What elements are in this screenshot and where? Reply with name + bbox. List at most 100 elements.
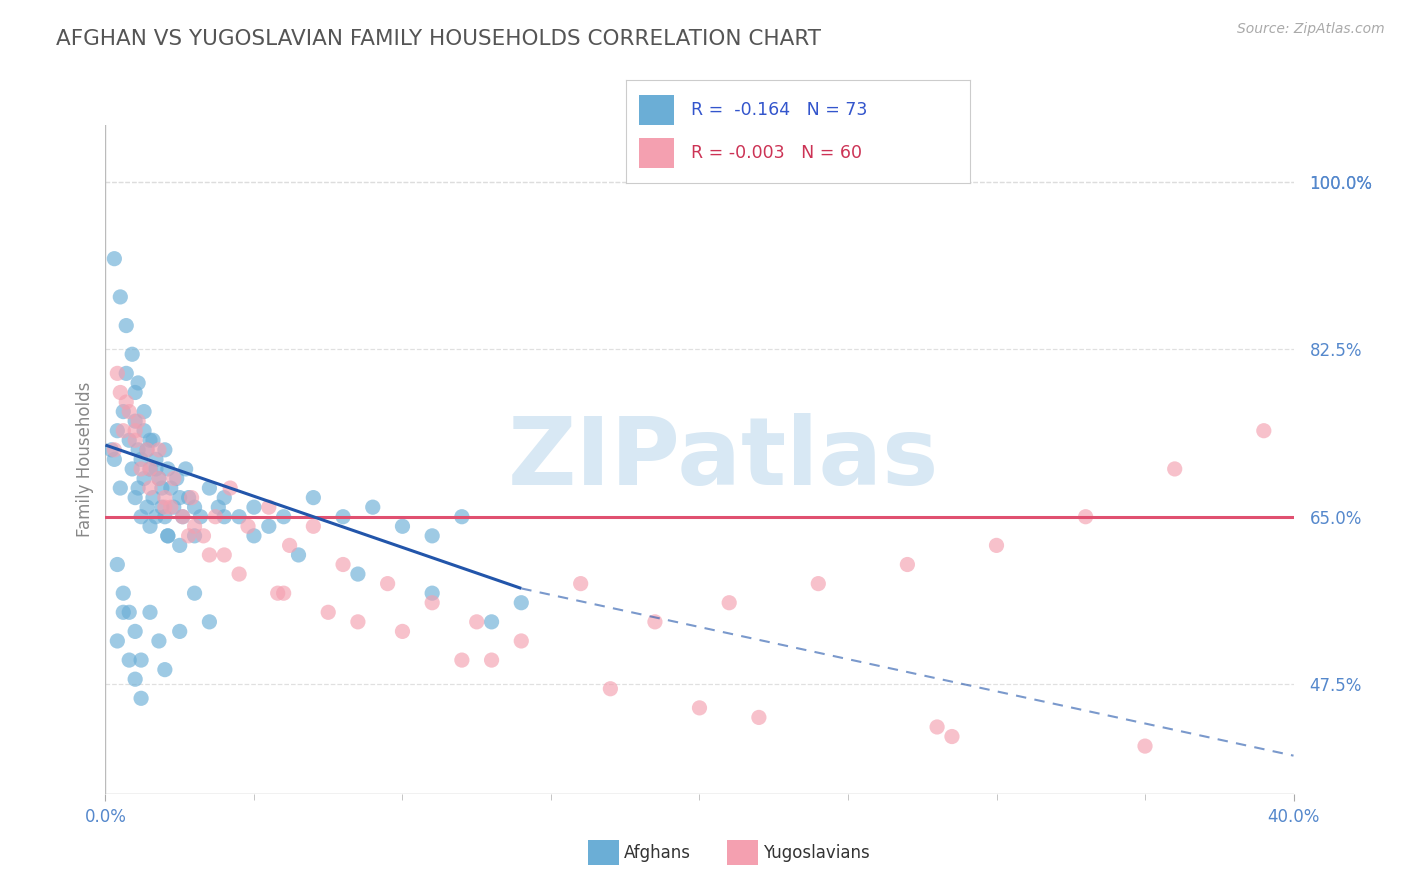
Point [420,586,443,600]
Text: ZIPatlas: ZIPatlas [508,413,939,506]
Point [510,634,533,648]
Point [180,491,202,505]
Point [139,481,162,495]
Point [172,509,194,524]
Point [121,347,143,361]
Point [183,586,205,600]
Point [156,529,179,543]
Point [183,500,205,515]
Point [302,519,325,533]
Point [145,452,167,467]
Point [103,442,125,457]
Point [142,434,165,448]
Point [177,529,200,543]
Point [105,367,128,381]
Point [267,586,290,600]
Point [316,605,339,619]
Point [273,509,295,524]
Point [150,500,173,515]
Point [110,290,132,304]
Point [347,615,370,629]
Point [118,605,141,619]
Point [139,462,162,476]
Point [214,548,236,562]
Point [166,471,188,485]
Point [896,558,918,572]
Point [148,471,170,485]
Point [121,462,143,476]
Point [481,615,503,629]
Point [718,596,741,610]
Point [228,509,250,524]
Point [644,615,666,629]
Point [420,529,443,543]
Point [103,252,125,266]
Point [450,509,472,524]
Point [132,471,155,485]
Point [115,318,138,333]
Point [361,500,384,515]
Point [153,442,176,457]
Point [190,509,212,524]
Point [110,481,132,495]
Point [124,624,146,639]
Y-axis label: Family Households: Family Households [76,382,94,537]
Point [124,414,146,428]
Point [569,576,592,591]
Point [127,414,149,428]
Point [127,442,149,457]
Point [1133,739,1156,753]
Point [183,519,205,533]
Point [204,509,226,524]
Point [510,596,533,610]
Point [139,605,162,619]
Point [257,500,280,515]
Point [148,634,170,648]
Point [132,424,155,438]
Point [112,404,135,418]
Point [124,424,146,438]
Point [159,481,181,495]
Point [193,529,215,543]
Point [110,385,132,400]
Point [172,509,194,524]
Point [214,491,236,505]
Point [105,558,128,572]
Point [391,519,413,533]
Point [169,624,191,639]
Point [689,701,711,715]
Point [420,596,443,610]
Text: Afghans: Afghans [624,844,692,862]
Point [391,624,413,639]
Point [287,548,309,562]
Text: Source: ZipAtlas.com: Source: ZipAtlas.com [1237,22,1385,37]
Point [228,567,250,582]
Point [302,491,325,505]
Point [124,491,146,505]
Point [112,586,135,600]
Point [1164,462,1187,476]
Point [599,681,621,696]
Point [807,576,830,591]
Point [139,462,162,476]
Point [273,586,295,600]
Point [347,567,370,582]
Point [145,509,167,524]
Point [103,452,125,467]
Point [1074,509,1097,524]
Point [148,471,170,485]
Point [243,500,266,515]
Point [136,442,159,457]
Point [156,529,179,543]
Point [124,385,146,400]
FancyBboxPatch shape [640,95,673,126]
Point [139,434,162,448]
Point [132,404,155,418]
Point [377,576,399,591]
Point [153,509,176,524]
Point [129,509,152,524]
Point [169,538,191,552]
Text: R = -0.003   N = 60: R = -0.003 N = 60 [692,145,862,162]
Point [1253,424,1275,438]
Point [129,462,152,476]
